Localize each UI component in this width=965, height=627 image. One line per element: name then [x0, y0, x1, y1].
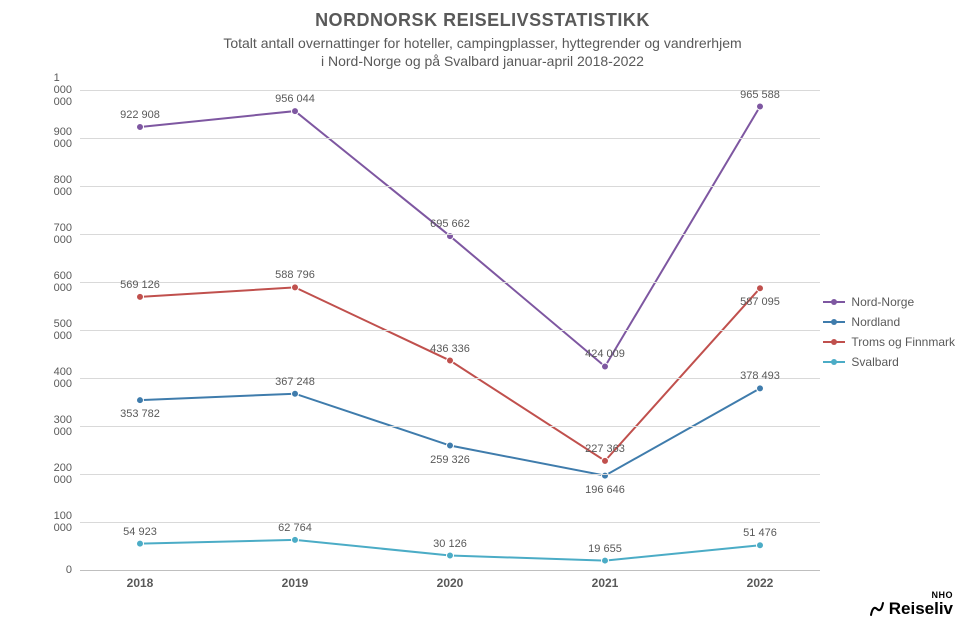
chart-title: NORDNORSK REISELIVSSTATISTIKK [0, 10, 965, 31]
y-tick-label: 700 000 [54, 222, 72, 246]
x-axis [80, 570, 820, 571]
gridline [80, 186, 820, 187]
chart-root: NORDNORSK REISELIVSSTATISTIKK Totalt ant… [0, 0, 965, 627]
data-label: 588 796 [275, 269, 315, 281]
y-tick-label: 300 000 [54, 414, 72, 438]
data-label: 19 655 [588, 543, 622, 555]
legend-swatch [823, 321, 845, 323]
data-label: 367 248 [275, 376, 315, 388]
data-marker [137, 540, 144, 547]
plot-area: 0100 000200 000300 000400 000500 000600 … [80, 90, 820, 570]
x-tick-label: 2019 [282, 576, 309, 590]
y-tick-label: 400 000 [54, 366, 72, 390]
data-marker [757, 385, 764, 392]
gridline [80, 378, 820, 379]
data-label: 30 126 [433, 538, 467, 550]
data-marker [602, 363, 609, 370]
data-label: 424 009 [585, 348, 625, 360]
y-tick-label: 600 000 [54, 270, 72, 294]
gridline [80, 138, 820, 139]
legend: Nord-Norge Nordland Troms og Finnmark Svalb… [823, 295, 955, 375]
data-label: 51 476 [743, 527, 777, 539]
legend-swatch [823, 361, 845, 363]
x-tick-label: 2022 [747, 576, 774, 590]
nho-reiseliv-logo: NHO Reiseliv [869, 590, 953, 617]
subtitle-line-1: Totalt antall overnattinger for hoteller… [223, 35, 741, 51]
subtitle-line-2: i Nord-Norge og på Svalbard januar-april… [321, 53, 644, 69]
data-label: 695 662 [430, 218, 470, 230]
data-marker [757, 285, 764, 292]
legend-swatch [823, 301, 845, 303]
data-label: 62 764 [278, 522, 312, 534]
data-label: 196 646 [585, 484, 625, 496]
data-label: 965 588 [740, 89, 780, 101]
x-tick-label: 2020 [437, 576, 464, 590]
data-marker [137, 397, 144, 404]
data-marker [292, 536, 299, 543]
data-marker [447, 442, 454, 449]
data-label: 378 493 [740, 370, 780, 382]
data-marker [447, 357, 454, 364]
data-label: 956 044 [275, 93, 315, 105]
data-marker [137, 293, 144, 300]
y-tick-label: 900 000 [54, 126, 72, 150]
data-marker [757, 103, 764, 110]
data-marker [602, 557, 609, 564]
data-marker [757, 542, 764, 549]
y-tick-label: 0 [66, 564, 72, 576]
data-label: 922 908 [120, 109, 160, 121]
data-label: 54 923 [123, 526, 157, 538]
gridline [80, 522, 820, 523]
x-tick-label: 2021 [592, 576, 619, 590]
data-marker [602, 457, 609, 464]
x-tick-label: 2018 [127, 576, 154, 590]
data-label: 259 326 [430, 454, 470, 466]
gridline [80, 330, 820, 331]
gridline [80, 234, 820, 235]
gridline [80, 282, 820, 283]
logo-bottom: Reiseliv [869, 600, 953, 617]
legend-label: Svalbard [851, 355, 898, 369]
gridline [80, 90, 820, 91]
series-line [140, 287, 760, 460]
legend-item: Troms og Finnmark [823, 335, 955, 349]
data-label: 569 126 [120, 279, 160, 291]
data-marker [137, 124, 144, 131]
data-marker [292, 108, 299, 115]
y-tick-label: 200 000 [54, 462, 72, 486]
gridline [80, 474, 820, 475]
gridline [80, 426, 820, 427]
data-marker [292, 284, 299, 291]
data-marker [447, 552, 454, 559]
legend-label: Nord-Norge [851, 295, 914, 309]
chart-subtitle: Totalt antall overnattinger for hoteller… [0, 34, 965, 70]
data-label: 353 782 [120, 408, 160, 420]
legend-item: Svalbard [823, 355, 955, 369]
y-tick-label: 500 000 [54, 318, 72, 342]
data-label: 587 095 [740, 296, 780, 308]
logo-icon [869, 601, 885, 617]
y-tick-label: 1 000 000 [54, 72, 72, 108]
legend-label: Nordland [851, 315, 900, 329]
data-label: 227 363 [585, 443, 625, 455]
legend-swatch [823, 341, 845, 343]
legend-item: Nordland [823, 315, 955, 329]
legend-label: Troms og Finnmark [851, 335, 955, 349]
y-tick-label: 800 000 [54, 174, 72, 198]
y-tick-label: 100 000 [54, 510, 72, 534]
data-marker [292, 390, 299, 397]
legend-item: Nord-Norge [823, 295, 955, 309]
data-label: 436 336 [430, 343, 470, 355]
